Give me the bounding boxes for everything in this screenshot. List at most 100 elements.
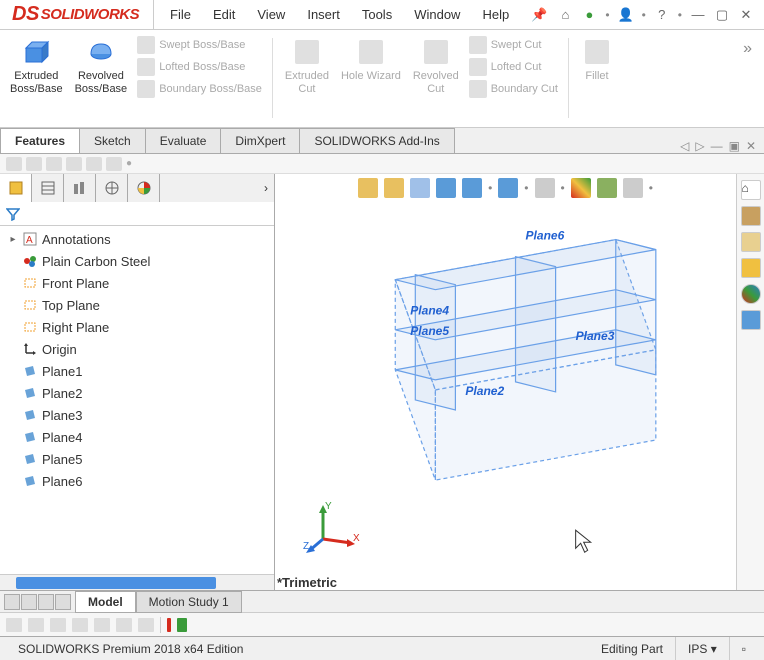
fm-tab-property[interactable] xyxy=(32,174,64,202)
qat-btn[interactable] xyxy=(66,157,82,171)
ribbon-overflow-icon[interactable]: » xyxy=(737,34,758,64)
tb2-btn[interactable] xyxy=(72,618,88,632)
close-icon[interactable]: ✕ xyxy=(738,7,754,23)
fillet-button[interactable]: Fillet xyxy=(577,34,617,124)
taskpane-explorer-icon[interactable] xyxy=(741,232,761,252)
qat-btn[interactable] xyxy=(6,157,22,171)
menu-help[interactable]: Help xyxy=(472,3,519,26)
tb2-btn[interactable] xyxy=(28,618,44,632)
menu-window[interactable]: Window xyxy=(404,3,470,26)
tree-plane3[interactable]: Plane3 xyxy=(0,404,274,426)
swept-cut-button[interactable]: Swept Cut xyxy=(469,36,558,54)
traffic-icon[interactable]: ● xyxy=(581,7,597,23)
fm-filter[interactable] xyxy=(0,202,274,226)
fm-scrollbar[interactable] xyxy=(0,574,274,590)
taskpane-home-icon[interactable]: ⌂ xyxy=(741,180,761,200)
fm-tab-tree[interactable] xyxy=(0,174,32,202)
tree-front-plane[interactable]: Front Plane xyxy=(0,272,274,294)
tree-material[interactable]: Plain Carbon Steel xyxy=(0,250,274,272)
tab-features[interactable]: Features xyxy=(0,128,80,153)
tree-plane1[interactable]: Plane1 xyxy=(0,360,274,382)
menu-tools[interactable]: Tools xyxy=(352,3,402,26)
revolved-cut-button[interactable]: Revolved Cut xyxy=(409,34,463,124)
minimize-icon[interactable]: — xyxy=(690,7,706,23)
pin-icon[interactable]: 📌 xyxy=(521,3,557,27)
taskpane-appearance-icon[interactable] xyxy=(741,284,761,304)
fm-tab-dim[interactable] xyxy=(96,174,128,202)
prev-doc-icon[interactable]: ◁ xyxy=(680,139,689,153)
3d-view[interactable]: Plane6 Plane4 Plane5 Plane3 Plane2 Y X Z… xyxy=(275,198,736,592)
fm-tab-display[interactable] xyxy=(128,174,160,202)
btab-motion[interactable]: Motion Study 1 xyxy=(136,591,242,613)
tb2-btn[interactable] xyxy=(138,618,154,632)
view-triad[interactable]: Y X Z xyxy=(303,499,363,562)
menu-edit[interactable]: Edit xyxy=(203,3,245,26)
lofted-boss-button[interactable]: Lofted Boss/Base xyxy=(137,58,262,76)
graphics-viewport[interactable]: • • • • xyxy=(275,174,736,590)
tb2-btn[interactable] xyxy=(94,618,110,632)
tree-annotations[interactable]: ▸AAnnotations xyxy=(0,228,274,250)
menu-view[interactable]: View xyxy=(247,3,295,26)
tab-evaluate[interactable]: Evaluate xyxy=(145,128,222,153)
swept-boss-button[interactable]: Swept Boss/Base xyxy=(137,36,262,54)
fm-tab-config[interactable] xyxy=(64,174,96,202)
tb2-btn[interactable] xyxy=(116,618,132,632)
boundary-boss-button[interactable]: Boundary Boss/Base xyxy=(137,80,262,98)
tree-plane2[interactable]: Plane2 xyxy=(0,382,274,404)
tree-right-plane[interactable]: Right Plane xyxy=(0,316,274,338)
zoom-fit-icon[interactable] xyxy=(358,178,378,198)
revolved-boss-button[interactable]: Revolved Boss/Base xyxy=(71,34,132,124)
tree-plane5[interactable]: Plane5 xyxy=(0,448,274,470)
tab-addins[interactable]: SOLIDWORKS Add-Ins xyxy=(299,128,454,153)
maximize-icon[interactable]: ▢ xyxy=(714,7,730,23)
user-icon[interactable]: 👤 xyxy=(618,7,634,23)
scene-icon[interactable] xyxy=(597,178,617,198)
qat-btn[interactable] xyxy=(46,157,62,171)
tb2-btn[interactable] xyxy=(50,618,66,632)
appearance-icon[interactable] xyxy=(571,178,591,198)
hole-wizard-button[interactable]: Hole Wizard xyxy=(337,34,405,124)
help-icon[interactable]: ? xyxy=(654,7,670,23)
tree-plane4[interactable]: Plane4 xyxy=(0,426,274,448)
view-orient-icon[interactable] xyxy=(462,178,482,198)
prev-view-icon[interactable] xyxy=(410,178,430,198)
home-icon[interactable]: ⌂ xyxy=(557,7,573,23)
lofted-cut-button[interactable]: Lofted Cut xyxy=(469,58,558,76)
btab-last-icon[interactable] xyxy=(55,594,71,610)
hide-show-icon[interactable] xyxy=(535,178,555,198)
doc-minimize-icon[interactable]: — xyxy=(711,139,723,153)
btab-first-icon[interactable] xyxy=(4,594,20,610)
qat-btn[interactable] xyxy=(106,157,122,171)
tree-top-plane[interactable]: Top Plane xyxy=(0,294,274,316)
tab-dimxpert[interactable]: DimXpert xyxy=(220,128,300,153)
menu-insert[interactable]: Insert xyxy=(297,3,350,26)
taskpane-view-icon[interactable] xyxy=(741,258,761,278)
display-style-icon[interactable] xyxy=(498,178,518,198)
next-doc-icon[interactable]: ▷ xyxy=(695,139,704,153)
qat-btn[interactable] xyxy=(86,157,102,171)
tb2-btn[interactable] xyxy=(177,618,187,632)
extruded-cut-button[interactable]: Extruded Cut xyxy=(281,34,333,124)
tree-plane6[interactable]: Plane6 xyxy=(0,470,274,492)
status-units[interactable]: IPS ▾ xyxy=(676,637,730,660)
menu-file[interactable]: File xyxy=(160,3,201,26)
boundary-cut-button[interactable]: Boundary Cut xyxy=(469,80,558,98)
doc-close-icon[interactable]: ✕ xyxy=(746,139,756,153)
btab-next-icon[interactable] xyxy=(38,594,54,610)
fm-tab-expand[interactable]: › xyxy=(160,174,274,202)
zoom-area-icon[interactable] xyxy=(384,178,404,198)
btab-model[interactable]: Model xyxy=(75,591,136,613)
extruded-boss-button[interactable]: Extruded Boss/Base xyxy=(6,34,67,124)
tree-origin[interactable]: Origin xyxy=(0,338,274,360)
doc-restore-icon[interactable]: ▣ xyxy=(729,139,740,153)
taskpane-library-icon[interactable] xyxy=(741,206,761,226)
status-extra[interactable]: ▫ xyxy=(730,637,758,660)
view-settings-icon[interactable] xyxy=(623,178,643,198)
tb2-btn[interactable] xyxy=(6,618,22,632)
taskpane-props-icon[interactable] xyxy=(741,310,761,330)
qat-btn[interactable] xyxy=(26,157,42,171)
section-view-icon[interactable] xyxy=(436,178,456,198)
tab-sketch[interactable]: Sketch xyxy=(79,128,146,153)
btab-prev-icon[interactable] xyxy=(21,594,37,610)
tb2-btn[interactable] xyxy=(167,618,171,632)
